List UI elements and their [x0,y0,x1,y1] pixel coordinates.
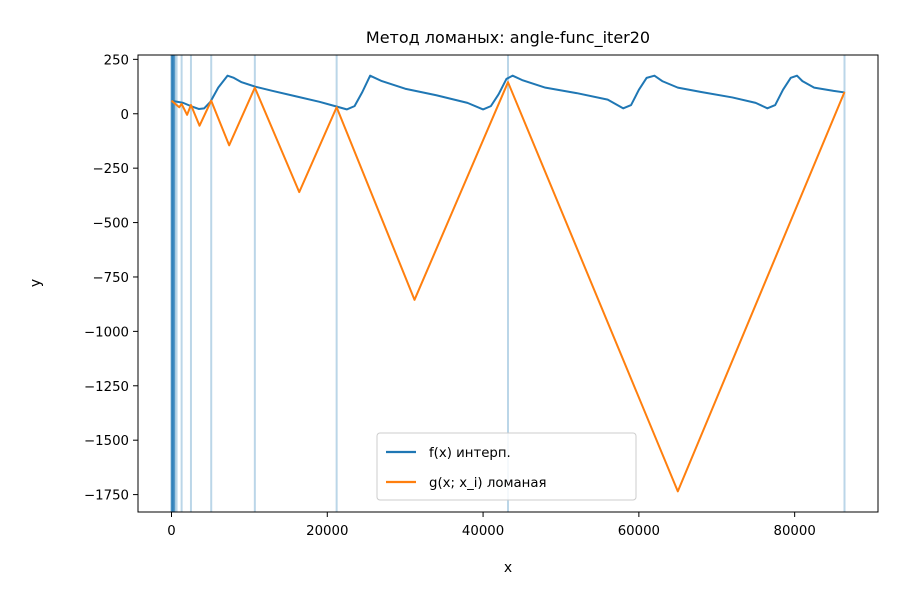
x-tick-label-0: 0 [167,524,175,539]
x-axis-label: x [504,560,512,576]
y-tick-label-7: −1500 [84,434,129,449]
y-axis-label: y [28,279,44,287]
y-tick-label-1: 0 [121,108,129,123]
series-line-1 [170,81,846,493]
legend-label-f: f(x) интерп. [429,446,511,461]
y-tick-label-2: −250 [92,162,129,177]
series-lines [170,74,846,493]
y-tick-label-0: 250 [104,53,129,68]
x-axis-ticks: 0 20000 40000 60000 80000 [167,512,816,539]
y-axis-ticks: 250 0 −250 −500 −750 −1000 −1250 −1500 −1750 [84,53,138,504]
y-tick-label-8: −1750 [84,489,129,504]
plot-frame [137,54,879,513]
y-tick-label-6: −1250 [84,380,129,395]
series-line-0 [171,74,845,111]
x-tick-label-1: 20000 [306,524,348,539]
sample-vertical-lines [170,55,846,512]
legend-box [376,432,637,501]
y-tick-label-5: −1000 [84,325,129,340]
legend-label-g: g(x; x_i) ломаная [429,476,546,491]
legend: f(x) интерп. g(x; x_i) ломаная [376,432,637,501]
y-tick-label-3: −500 [92,217,129,232]
x-tick-label-4: 80000 [773,524,815,539]
y-tick-label-4: −750 [92,271,129,286]
chart-title: Метод ломаных: angle-func_iter20 [366,28,650,48]
x-tick-label-3: 60000 [618,524,660,539]
x-tick-label-2: 40000 [462,524,504,539]
